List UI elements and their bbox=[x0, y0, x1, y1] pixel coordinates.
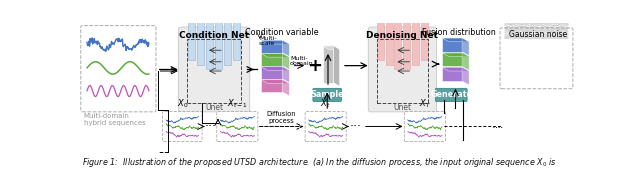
FancyBboxPatch shape bbox=[305, 111, 346, 141]
Polygon shape bbox=[260, 53, 282, 66]
FancyBboxPatch shape bbox=[163, 111, 202, 141]
Text: Condition variable: Condition variable bbox=[246, 28, 319, 37]
Polygon shape bbox=[333, 46, 340, 86]
Text: Denoising Net: Denoising Net bbox=[367, 31, 438, 40]
Bar bbox=[233, 14, 240, 60]
Text: Fusion distribution: Fusion distribution bbox=[422, 28, 496, 37]
Polygon shape bbox=[282, 80, 289, 96]
Polygon shape bbox=[260, 53, 289, 57]
Text: Multi-
domain: Multi- domain bbox=[290, 56, 314, 66]
Text: $X_t$: $X_t$ bbox=[321, 98, 331, 110]
Text: Unet: Unet bbox=[205, 103, 223, 112]
Polygon shape bbox=[260, 40, 289, 44]
Text: $X_{t-1}$: $X_{t-1}$ bbox=[227, 98, 248, 110]
Text: $X_0$: $X_0$ bbox=[177, 98, 188, 110]
FancyBboxPatch shape bbox=[179, 27, 250, 112]
Text: Condition Net: Condition Net bbox=[179, 31, 249, 40]
Polygon shape bbox=[282, 53, 289, 69]
Polygon shape bbox=[442, 38, 469, 42]
Bar bbox=[376, 14, 383, 60]
Text: ···: ··· bbox=[205, 120, 217, 133]
Polygon shape bbox=[323, 46, 340, 49]
Text: Multi-
scale: Multi- scale bbox=[259, 36, 276, 46]
Polygon shape bbox=[442, 67, 462, 81]
Bar bbox=[224, 10, 231, 65]
Polygon shape bbox=[323, 46, 333, 83]
Bar bbox=[197, 10, 204, 65]
Text: +: + bbox=[307, 57, 323, 75]
FancyBboxPatch shape bbox=[404, 111, 445, 141]
Bar bbox=[206, 6, 213, 69]
Text: Multi-domain
hybrid sequences: Multi-domain hybrid sequences bbox=[84, 113, 146, 126]
Polygon shape bbox=[442, 53, 462, 66]
Polygon shape bbox=[442, 53, 469, 56]
Polygon shape bbox=[260, 40, 282, 53]
FancyBboxPatch shape bbox=[368, 27, 436, 112]
FancyBboxPatch shape bbox=[217, 111, 258, 141]
Bar bbox=[188, 14, 195, 60]
Text: Figure 1:  Illustration of the proposed UTSD architecture. (a) In the diffusion : Figure 1: Illustration of the proposed U… bbox=[81, 156, 556, 169]
FancyBboxPatch shape bbox=[81, 26, 156, 112]
Text: Gaussian noise: Gaussian noise bbox=[509, 30, 567, 39]
Polygon shape bbox=[282, 40, 289, 56]
FancyBboxPatch shape bbox=[435, 88, 467, 101]
Polygon shape bbox=[260, 66, 282, 79]
Bar bbox=[394, 6, 401, 69]
Text: Unet: Unet bbox=[394, 103, 412, 112]
Bar bbox=[421, 14, 428, 60]
Polygon shape bbox=[260, 80, 289, 83]
Bar bbox=[403, 6, 410, 69]
Bar bbox=[385, 10, 392, 65]
Text: Sample: Sample bbox=[310, 90, 344, 99]
Bar bbox=[412, 10, 419, 65]
Polygon shape bbox=[442, 67, 469, 71]
Text: ···: ··· bbox=[350, 120, 362, 133]
Text: $X_T$: $X_T$ bbox=[419, 98, 431, 110]
Polygon shape bbox=[462, 38, 469, 56]
Text: Diffusion
process: Diffusion process bbox=[267, 111, 296, 124]
Bar bbox=[215, 6, 222, 69]
Text: Generate: Generate bbox=[430, 90, 472, 99]
Polygon shape bbox=[282, 66, 289, 83]
Polygon shape bbox=[462, 53, 469, 70]
Polygon shape bbox=[260, 66, 289, 70]
Polygon shape bbox=[442, 38, 462, 52]
FancyBboxPatch shape bbox=[500, 28, 573, 89]
Polygon shape bbox=[462, 67, 469, 85]
FancyBboxPatch shape bbox=[313, 88, 342, 101]
Polygon shape bbox=[260, 80, 282, 92]
